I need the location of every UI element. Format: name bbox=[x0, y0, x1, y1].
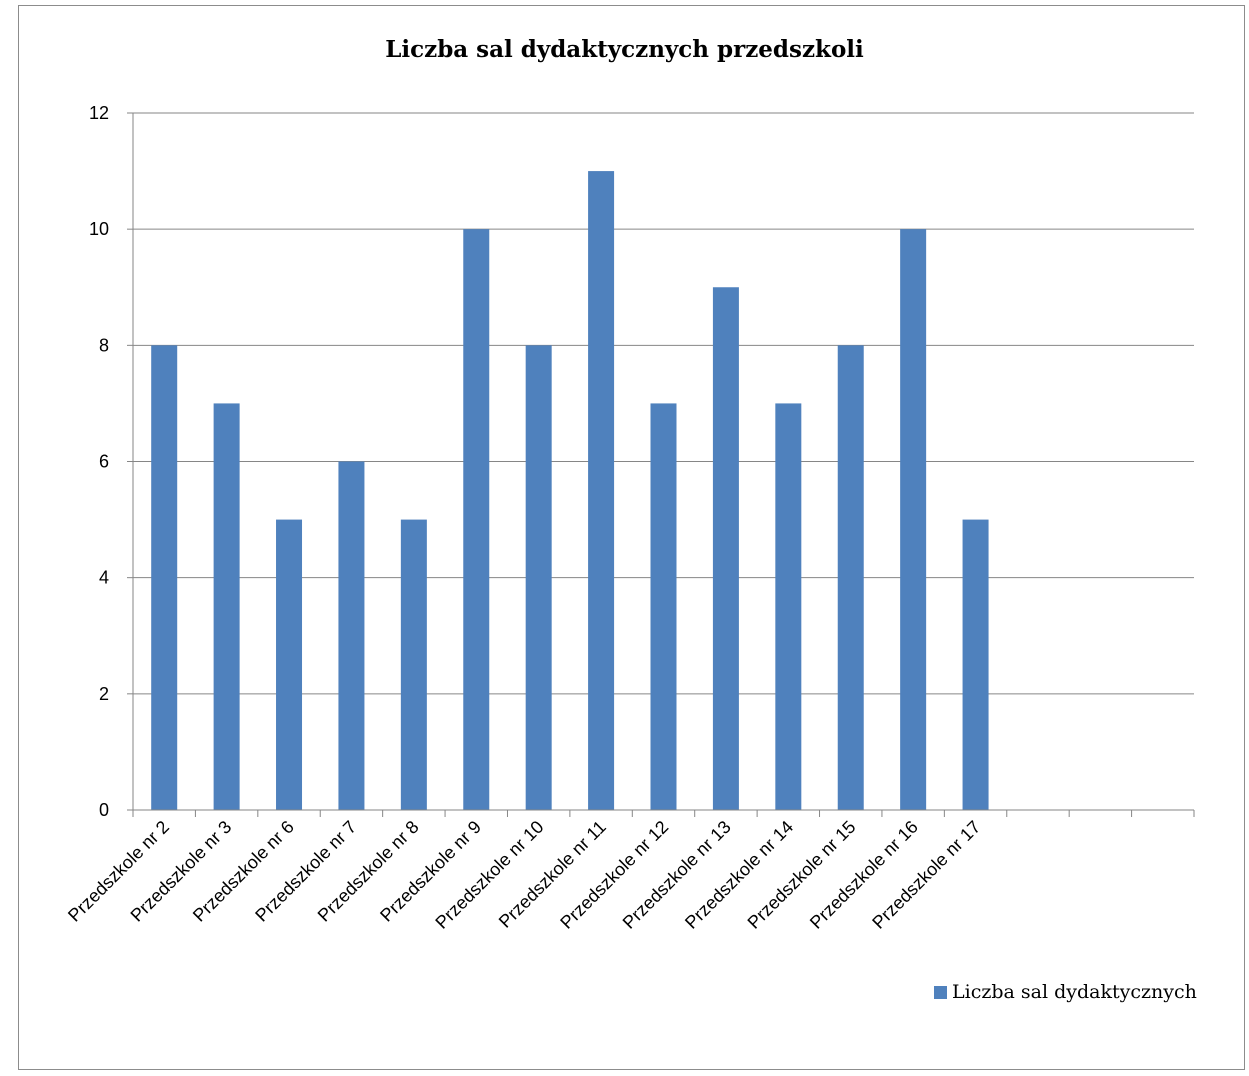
y-tick-label: 0 bbox=[99, 800, 109, 820]
x-tick-label: Przedszkole nr 15 bbox=[744, 817, 860, 933]
bar bbox=[525, 345, 552, 810]
bar bbox=[400, 519, 427, 810]
bar bbox=[213, 403, 240, 810]
x-tick-label: Przedszkole nr 13 bbox=[619, 817, 735, 933]
bar bbox=[837, 345, 864, 810]
bar bbox=[650, 403, 677, 810]
legend-swatch bbox=[934, 985, 947, 999]
chart-title: Liczba sal dydaktycznych przedszkoli bbox=[385, 36, 864, 63]
bar bbox=[463, 229, 490, 810]
bar bbox=[712, 287, 739, 810]
y-tick-label: 4 bbox=[99, 568, 109, 588]
bar bbox=[775, 403, 802, 810]
y-tick-label: 10 bbox=[89, 219, 109, 239]
bar bbox=[588, 171, 615, 811]
y-tick-label: 2 bbox=[99, 684, 109, 704]
bar bbox=[151, 345, 178, 810]
y-tick-label: 12 bbox=[89, 103, 109, 123]
x-tick-label: Przedszkole nr 14 bbox=[681, 817, 797, 933]
y-tick-label: 8 bbox=[99, 335, 109, 355]
x-tick-label: Przedszkole nr 11 bbox=[495, 817, 610, 932]
x-tick-label: Przedszkole nr 12 bbox=[556, 817, 672, 933]
x-tick-label: Przedszkole nr 17 bbox=[868, 817, 984, 933]
x-tick-label: Przedszkole nr 16 bbox=[806, 817, 922, 933]
bar bbox=[962, 519, 989, 810]
bar bbox=[276, 519, 303, 810]
x-tick-label: Przedszkole nr 10 bbox=[431, 817, 547, 933]
y-tick-label: 6 bbox=[99, 452, 109, 472]
bar bbox=[338, 461, 365, 810]
bar bbox=[900, 229, 927, 810]
legend-label: Liczba sal dydaktycznych bbox=[952, 981, 1197, 1003]
legend: Liczba sal dydaktycznych bbox=[934, 980, 1197, 1004]
